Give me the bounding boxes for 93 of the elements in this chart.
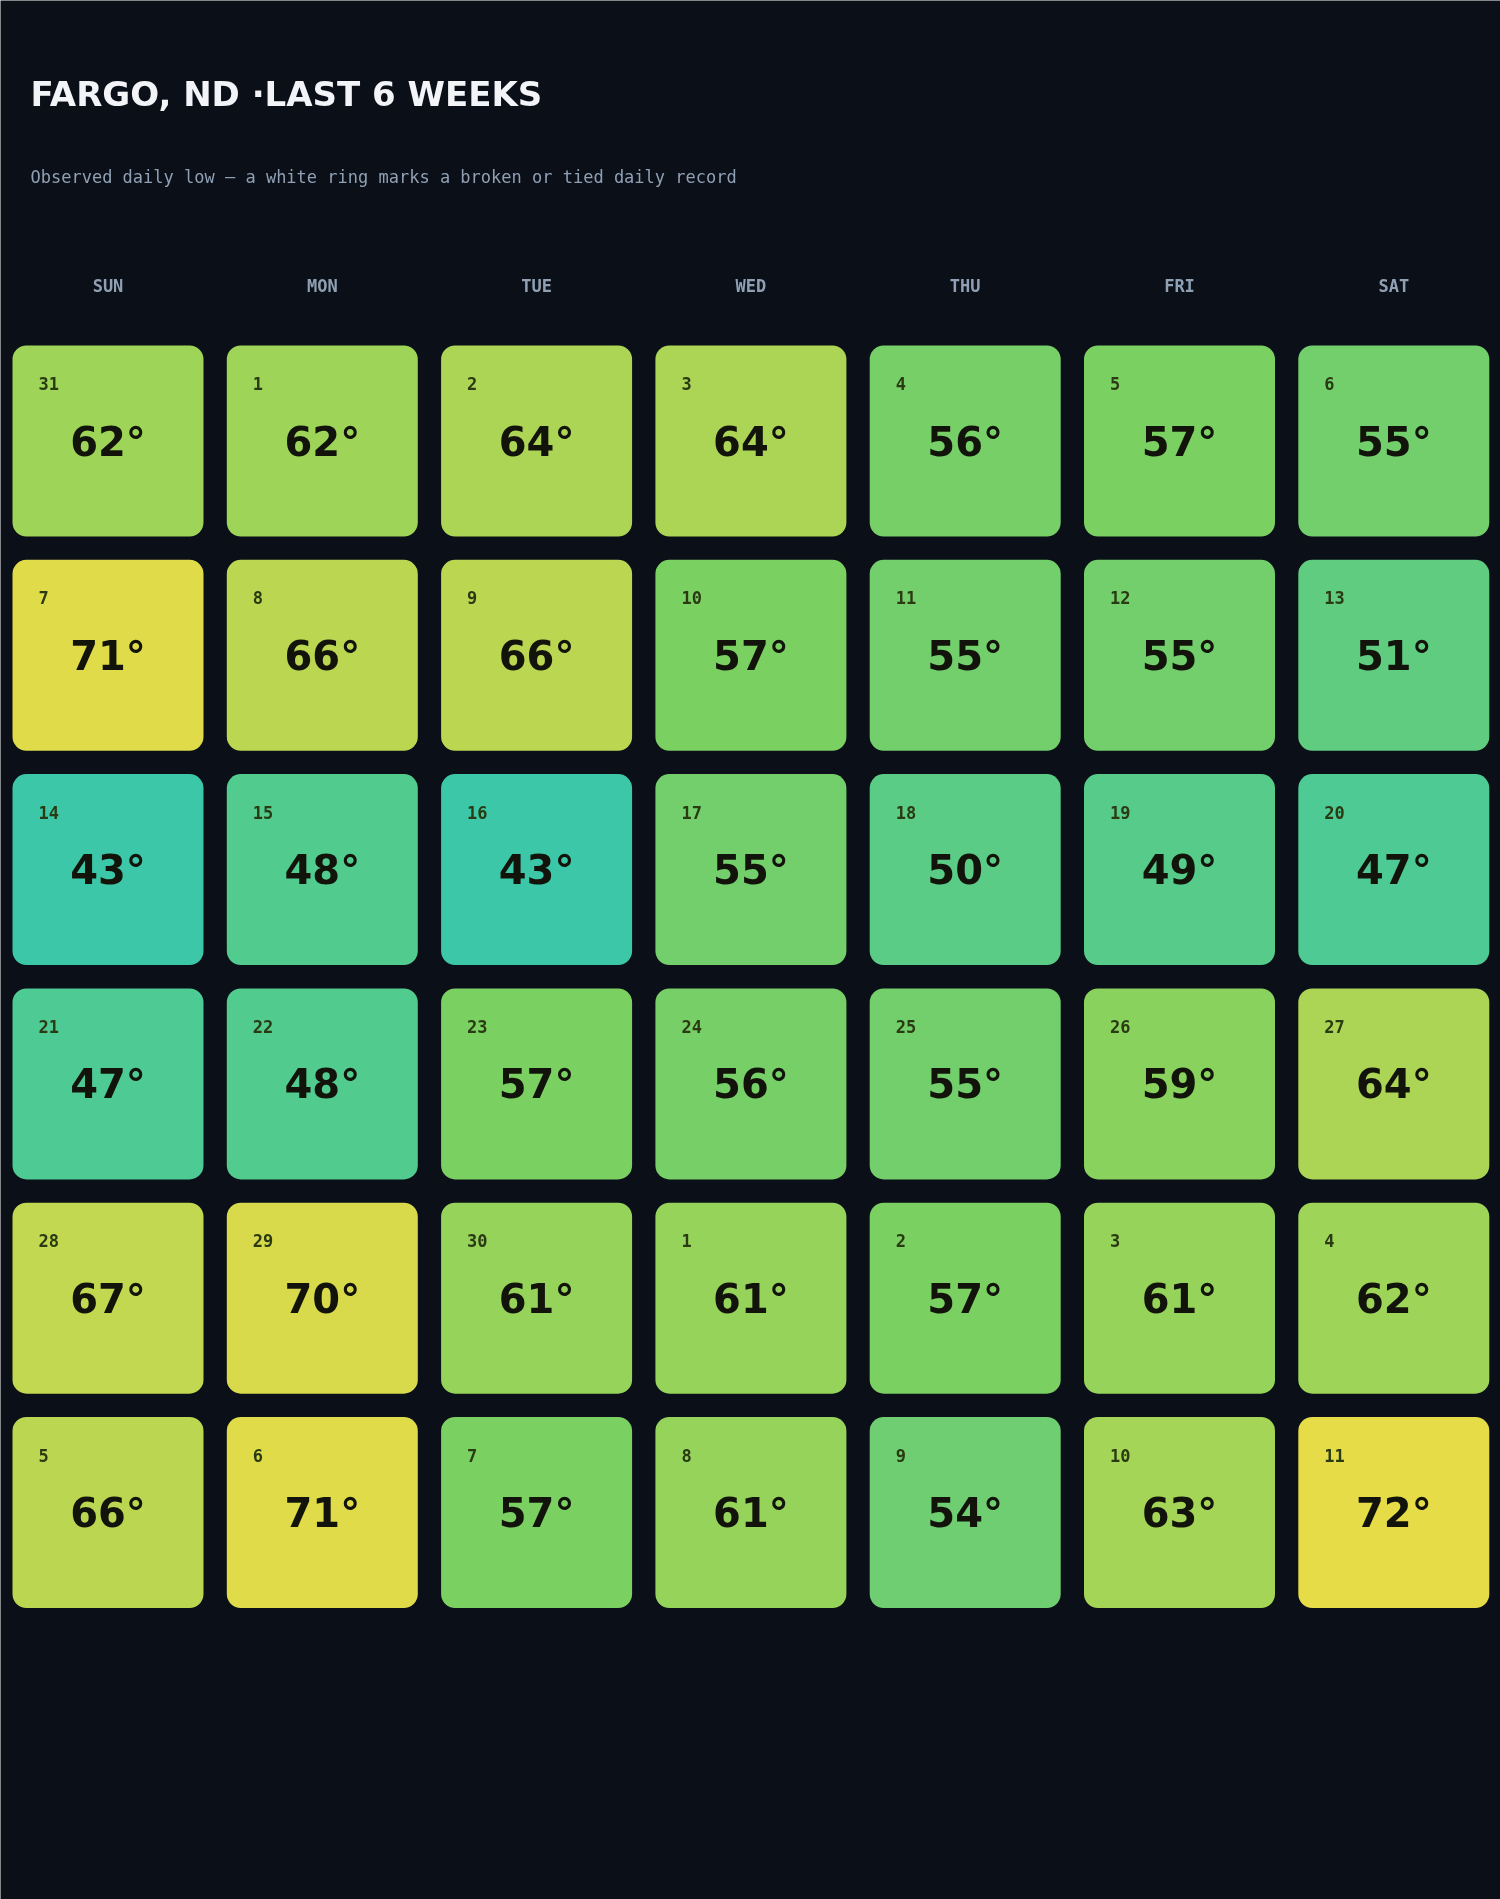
annotation: 30 <box>467 1231 488 1252</box>
data-label: 66° <box>70 1490 146 1536</box>
annotation: 27 <box>1324 1016 1345 1037</box>
data-label: 57° <box>498 1490 575 1536</box>
annotation: 1 <box>252 374 264 394</box>
data-label: 64° <box>713 418 789 465</box>
chart-subtitle: Observed daily low — a white ring marks a broken or tied daily record <box>30 166 737 187</box>
annotation: 11 <box>1324 1445 1345 1466</box>
annotation: 5 <box>38 1445 49 1466</box>
annotation: 12 <box>1110 588 1131 609</box>
data-label: 55° <box>713 847 789 894</box>
data-label: 48° <box>284 1061 361 1108</box>
annotation: 7 <box>38 588 49 609</box>
x-tick-label: SAT <box>1378 275 1410 296</box>
annotation: 1 <box>681 1231 692 1252</box>
data-label: 62° <box>284 418 361 465</box>
annotation: 22 <box>252 1016 274 1037</box>
x-tick-label: MON <box>306 275 338 296</box>
data-label: 71° <box>284 1490 361 1536</box>
annotation: 21 <box>38 1016 59 1037</box>
annotation: 5 <box>1110 374 1121 394</box>
data-label: 70° <box>284 1275 361 1322</box>
data-label: 61° <box>713 1490 789 1536</box>
annotation: 6 <box>252 1445 264 1466</box>
data-label: 57° <box>1141 418 1218 465</box>
x-tick-label: WED <box>735 275 767 296</box>
annotation: 23 <box>467 1016 488 1037</box>
data-label: 56° <box>927 418 1004 465</box>
annotation: 20 <box>1324 802 1345 823</box>
data-label: 55° <box>1355 418 1432 465</box>
annotation: 3 <box>1110 1231 1121 1252</box>
data-label: 66° <box>498 632 575 679</box>
annotation: 8 <box>252 588 264 609</box>
annotation: 26 <box>1110 1016 1131 1037</box>
data-label: 54° <box>927 1490 1004 1536</box>
annotation: 10 <box>1110 1445 1131 1466</box>
data-label: 61° <box>498 1275 575 1322</box>
annotation: 2 <box>895 1231 906 1252</box>
annotation: 16 <box>467 802 488 823</box>
data-label: 59° <box>1141 1061 1218 1108</box>
data-label: 56° <box>713 1061 789 1108</box>
annotation: 17 <box>681 802 702 823</box>
annotation: 10 <box>681 588 702 609</box>
annotation: 18 <box>895 802 917 823</box>
annotation: 19 <box>1110 802 1131 823</box>
data-label: 43° <box>498 847 575 894</box>
data-label: 66° <box>284 632 361 679</box>
data-label: 51° <box>1355 632 1432 679</box>
annotation: 4 <box>895 374 906 394</box>
data-label: 72° <box>1355 1490 1432 1536</box>
data-label: 55° <box>1141 632 1218 679</box>
annotation: 31 <box>38 374 59 394</box>
annotation: 7 <box>467 1445 478 1466</box>
data-label: 49° <box>1141 847 1218 894</box>
x-tick-label: THU <box>949 275 981 296</box>
x-tick-label: TUE <box>521 275 552 296</box>
x-tick-label: SUN <box>92 275 124 296</box>
x-tick-label: FRI <box>1164 275 1195 296</box>
data-label: 63° <box>1141 1490 1218 1536</box>
annotation: 25 <box>895 1016 917 1037</box>
data-label: 61° <box>713 1275 789 1322</box>
annotation: 29 <box>252 1231 274 1252</box>
data-label: 67° <box>70 1275 146 1322</box>
annotation: 3 <box>681 374 692 394</box>
data-label: 64° <box>498 418 575 465</box>
annotation: 11 <box>895 588 917 609</box>
annotation: 24 <box>681 1016 702 1037</box>
annotation: 15 <box>252 802 274 823</box>
annotation: 4 <box>1324 1231 1335 1252</box>
annotation: 2 <box>467 374 478 394</box>
data-label: 61° <box>1141 1275 1218 1322</box>
data-label: 47° <box>70 1061 146 1108</box>
data-label: 48° <box>284 847 361 894</box>
data-label: 50° <box>927 847 1004 894</box>
data-label: 64° <box>1355 1061 1432 1108</box>
data-label: 47° <box>1355 847 1432 894</box>
data-label: 55° <box>927 1061 1004 1108</box>
annotation: 13 <box>1324 588 1345 609</box>
annotation: 6 <box>1324 374 1335 394</box>
data-label: 57° <box>713 632 789 679</box>
data-label: 55° <box>927 632 1004 679</box>
annotation: 9 <box>895 1445 906 1466</box>
data-label: 43° <box>70 847 146 894</box>
data-label: 71° <box>70 632 146 679</box>
annotation: 28 <box>38 1231 59 1252</box>
data-label: 62° <box>1355 1275 1432 1322</box>
annotation: 8 <box>681 1445 692 1466</box>
data-label: 57° <box>498 1061 575 1108</box>
chart-title: FARGO, ND ·LAST 6 WEEKS <box>30 73 543 114</box>
data-label: 57° <box>927 1275 1004 1322</box>
annotation: 14 <box>38 802 59 823</box>
data-label: 62° <box>70 418 146 465</box>
annotation: 9 <box>467 588 478 609</box>
